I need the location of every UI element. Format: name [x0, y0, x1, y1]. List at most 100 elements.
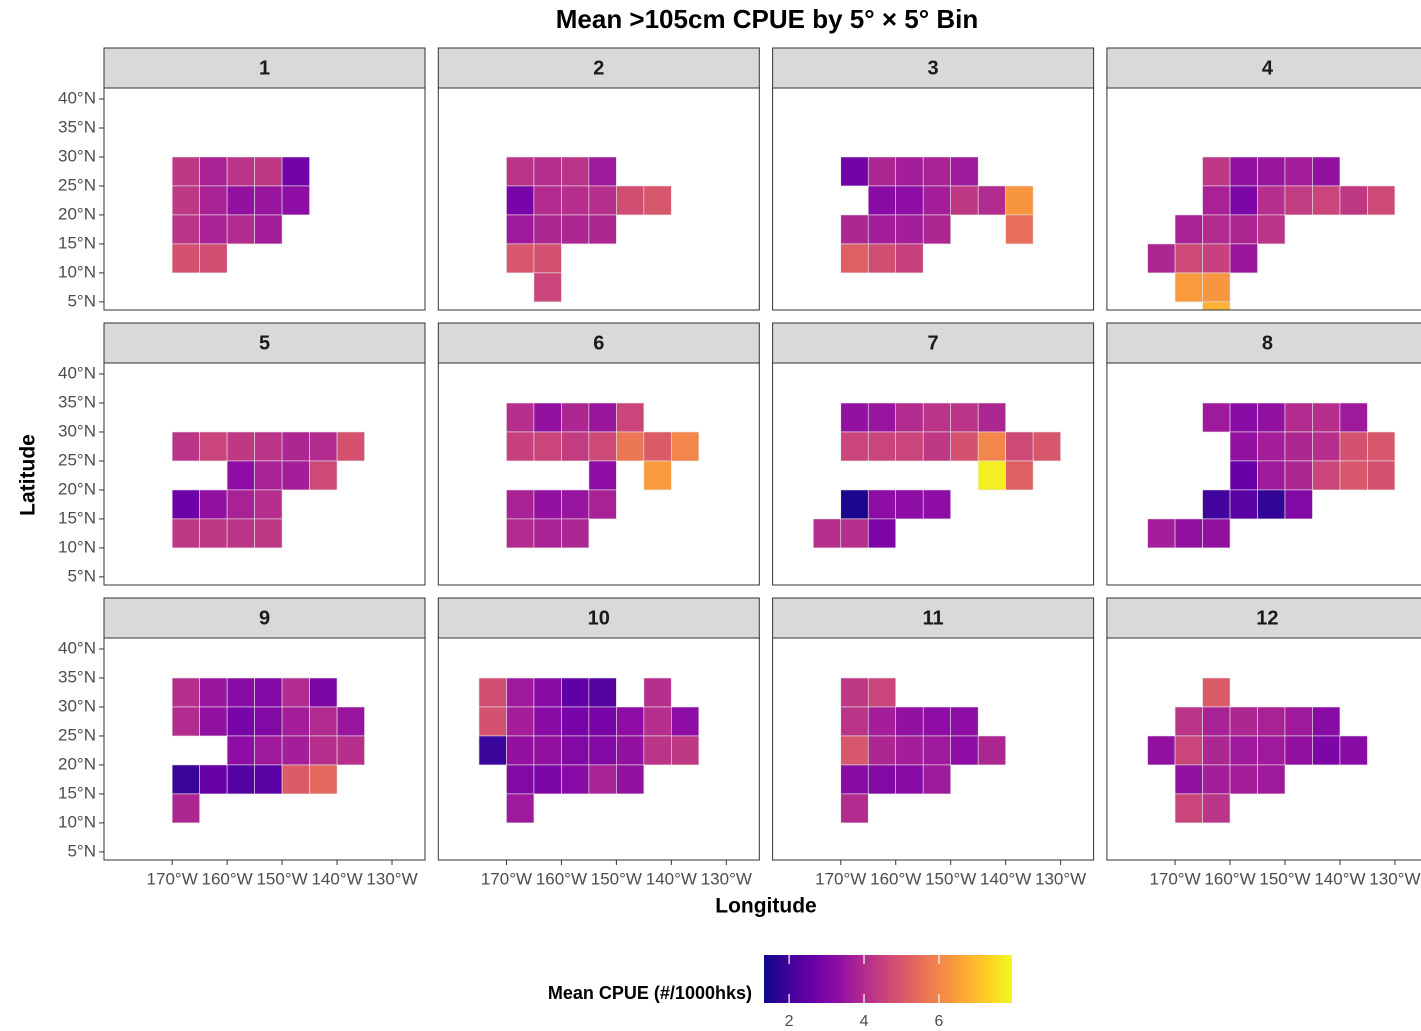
- cell: [506, 156, 535, 187]
- cell: [1202, 489, 1231, 520]
- y-tick-label: 10°N: [58, 812, 96, 831]
- cell-group: [1147, 677, 1368, 824]
- cell: [171, 764, 200, 795]
- cell: [1312, 706, 1341, 737]
- cell: [1367, 460, 1396, 491]
- cell: [867, 214, 897, 245]
- panel-border: [1106, 87, 1421, 311]
- cell: [506, 764, 535, 795]
- x-tick-label: 160°W: [202, 869, 253, 888]
- cell: [506, 402, 535, 433]
- cell: [867, 764, 897, 795]
- x-tick-label: 140°W: [980, 869, 1031, 888]
- cell: [588, 214, 617, 245]
- cell: [1032, 431, 1061, 462]
- cell: [1284, 489, 1313, 520]
- y-tick-label: 20°N: [58, 204, 96, 223]
- x-tick-label: 150°W: [1259, 869, 1310, 888]
- cell: [1229, 489, 1258, 520]
- cell: [1147, 518, 1176, 549]
- cell: [281, 677, 310, 708]
- cell: [616, 402, 645, 433]
- cell: [840, 402, 869, 433]
- cell: [254, 706, 283, 737]
- cell: [1202, 243, 1231, 274]
- y-tick-label: 40°N: [58, 88, 96, 107]
- chart-title: Mean >105cm CPUE by 5° × 5° Bin: [556, 4, 979, 34]
- facet-label: 7: [928, 332, 939, 354]
- cell: [867, 156, 897, 187]
- cell: [478, 706, 507, 737]
- cell: [506, 489, 535, 520]
- cell: [561, 214, 590, 245]
- cell: [950, 431, 979, 462]
- cell: [561, 402, 590, 433]
- cell: [226, 735, 255, 766]
- facet-label: 9: [259, 607, 270, 629]
- cell: [922, 402, 951, 433]
- colorbar-title: Mean CPUE (#/1000hks): [548, 983, 752, 1003]
- cell: [588, 460, 617, 491]
- cell: [867, 489, 897, 520]
- cell: [199, 764, 228, 795]
- y-axis-title: Latitude: [17, 434, 40, 516]
- cell: [254, 518, 283, 549]
- x-tick-label: 140°W: [1314, 869, 1365, 888]
- cell: [1174, 272, 1203, 303]
- cell: [1202, 402, 1231, 433]
- cell: [643, 706, 672, 737]
- x-tick-label: 170°W: [481, 869, 532, 888]
- cell: [1257, 489, 1286, 520]
- cell: [254, 489, 283, 520]
- cell: [1339, 431, 1368, 462]
- cell: [588, 735, 617, 766]
- cell: [254, 677, 283, 708]
- cell: [895, 243, 924, 274]
- cell: [506, 243, 535, 274]
- cell: [336, 735, 365, 766]
- cell: [1284, 735, 1313, 766]
- cell: [895, 402, 924, 433]
- cell: [254, 431, 283, 462]
- cell: [1257, 185, 1286, 216]
- cell: [840, 706, 869, 737]
- y-tick-label: 35°N: [58, 117, 96, 136]
- y-tick-label: 15°N: [58, 233, 96, 252]
- colorbar-tick-label: 4: [860, 1013, 869, 1030]
- cell: [922, 431, 951, 462]
- x-tick-label: 170°W: [1149, 869, 1200, 888]
- cell: [336, 706, 365, 737]
- facet-label: 1: [259, 57, 270, 79]
- cell: [1229, 460, 1258, 491]
- x-tick-label: 170°W: [815, 869, 866, 888]
- cell: [254, 185, 283, 216]
- cell: [1202, 272, 1231, 303]
- cell: [199, 489, 228, 520]
- cell: [533, 706, 562, 737]
- colorbar-tick-label: 6: [934, 1013, 943, 1030]
- cell: [506, 793, 535, 824]
- cell: [616, 706, 645, 737]
- cell-group: [812, 402, 1061, 549]
- cell: [254, 735, 283, 766]
- cell: [895, 706, 924, 737]
- y-tick-label: 25°N: [58, 450, 96, 469]
- cell: [478, 735, 507, 766]
- cell: [336, 431, 365, 462]
- cell: [895, 214, 924, 245]
- cell: [1202, 706, 1231, 737]
- y-tick-label: 10°N: [58, 262, 96, 281]
- cell: [867, 402, 897, 433]
- cell: [171, 793, 200, 824]
- cell-group: [171, 677, 365, 824]
- y-tick-label: 30°N: [58, 421, 96, 440]
- cell: [950, 156, 979, 187]
- cell: [1202, 301, 1231, 310]
- facet-strip: [1106, 47, 1421, 89]
- cell: [171, 243, 200, 274]
- cell: [588, 706, 617, 737]
- cell: [1257, 460, 1286, 491]
- cell: [1229, 431, 1258, 462]
- cell: [533, 402, 562, 433]
- cell: [226, 489, 255, 520]
